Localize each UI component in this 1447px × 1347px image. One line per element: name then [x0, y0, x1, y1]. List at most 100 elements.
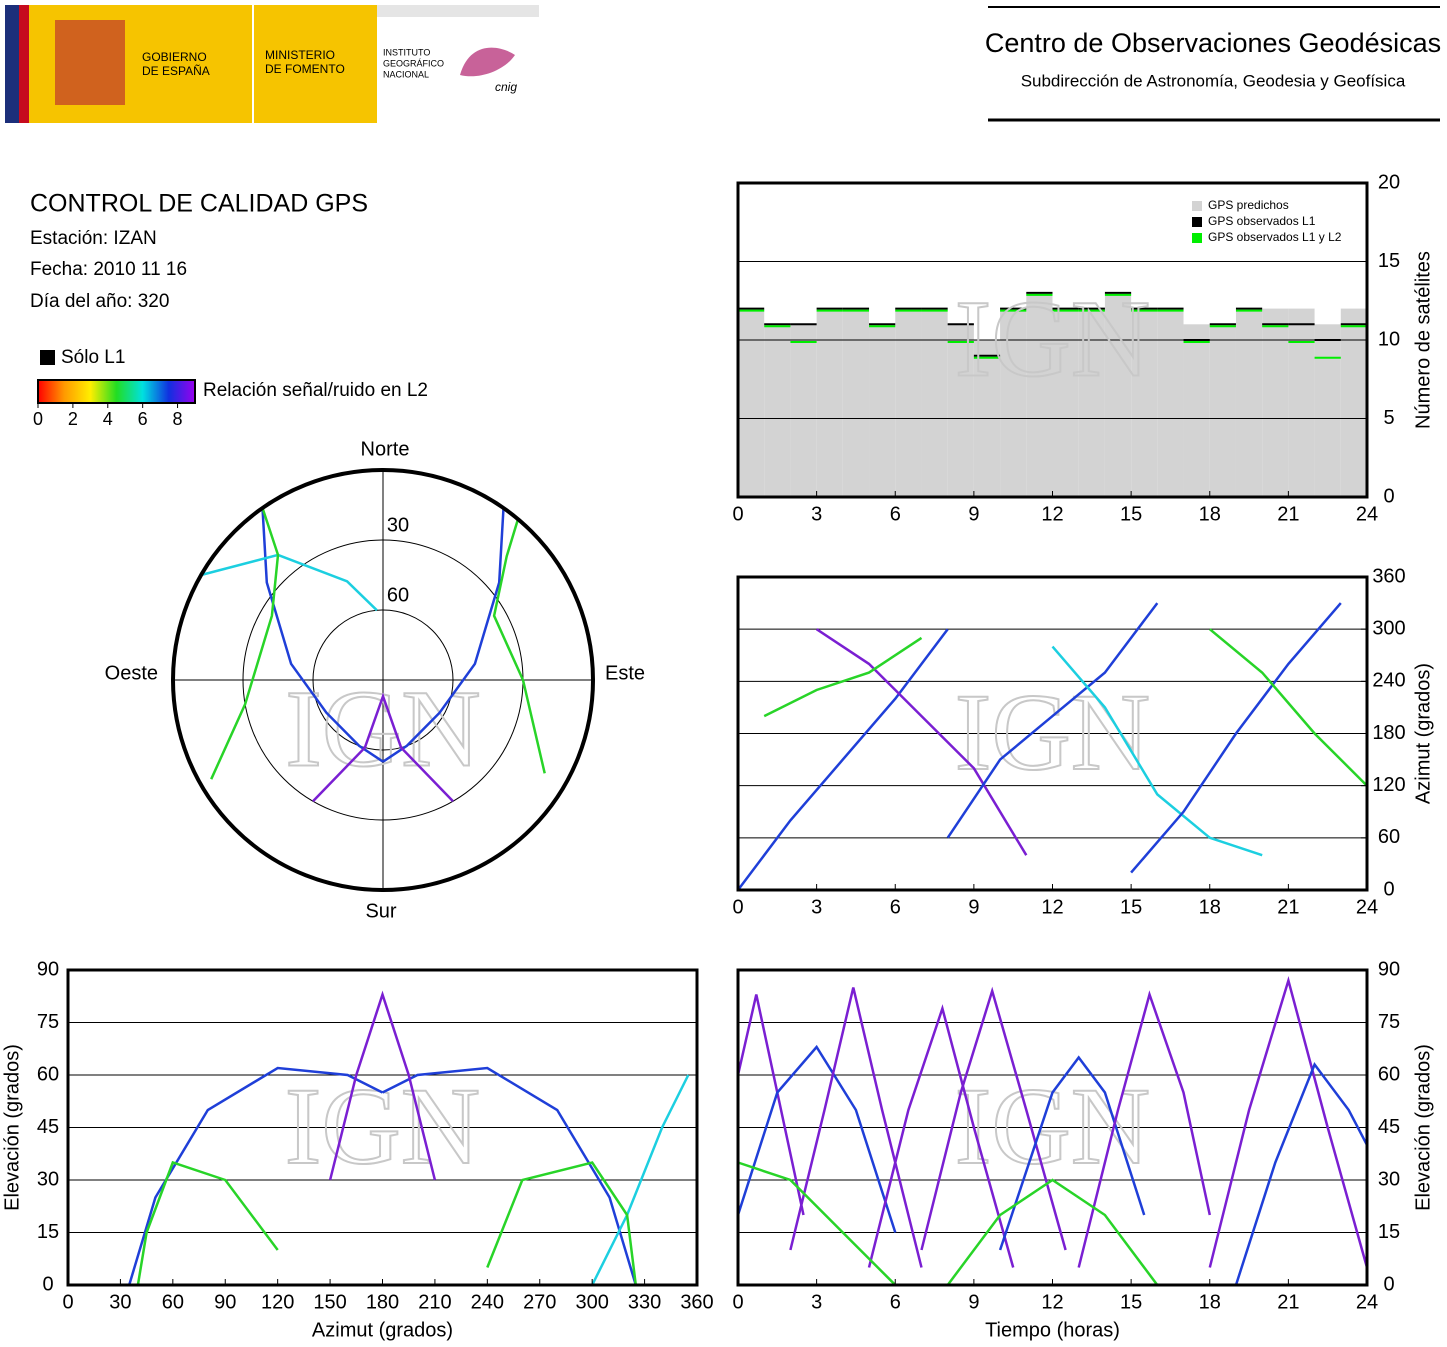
- l1-swatch: [40, 350, 55, 365]
- legend-swatch: [1192, 201, 1202, 211]
- x-tick-label: 6: [890, 896, 901, 918]
- predicted-bar: [790, 324, 817, 497]
- flag-blue: [5, 5, 19, 123]
- x-tick-label: 120: [261, 1291, 294, 1313]
- y-tick-label: 10: [1378, 328, 1400, 350]
- track: [1208, 975, 1369, 1268]
- track: [736, 1044, 897, 1233]
- x-tick-label: 24: [1356, 1291, 1378, 1313]
- track: [136, 1160, 279, 1286]
- x-tick-label: 3: [811, 896, 822, 918]
- y-tick-label: 0: [42, 1273, 53, 1295]
- x-tick-label: 210: [418, 1291, 451, 1313]
- legend-label: GPS observados L1 y L2: [1208, 230, 1342, 244]
- x-tick-label: 21: [1277, 1291, 1299, 1313]
- y-tick-label: 20: [1378, 171, 1400, 193]
- track: [486, 1161, 638, 1286]
- x-tick-label: 30: [109, 1291, 131, 1313]
- watermark: IGN: [285, 1065, 481, 1187]
- track: [1077, 990, 1212, 1268]
- predicted-bar: [1235, 308, 1263, 497]
- ring-label: 30: [387, 514, 409, 536]
- track: [328, 990, 437, 1181]
- track: [591, 1074, 690, 1286]
- y-axis-label: Elevación (grados): [1, 1044, 23, 1211]
- polar-frame: [171, 468, 595, 892]
- y-axis-label: Número de satélites: [1412, 251, 1434, 429]
- y-tick-label: 30: [1378, 1168, 1400, 1190]
- colorbar-label: Relación señal/ruido en L2: [203, 380, 428, 401]
- predicted-bar: [764, 324, 791, 497]
- y-tick-label: 5: [1383, 407, 1394, 429]
- predicted-bar: [869, 324, 896, 497]
- x-tick-label: 12: [1041, 1291, 1063, 1313]
- institute-text: INSTITUTO: [383, 47, 430, 57]
- track: [1130, 602, 1342, 874]
- x-tick-label: 12: [1041, 503, 1063, 525]
- y-tick-label: 30: [37, 1168, 59, 1190]
- x-tick-label: 15: [1120, 1291, 1142, 1313]
- colorbar-tick-label: 2: [68, 409, 78, 429]
- y-tick-label: 300: [1372, 617, 1405, 639]
- day-of-year: Día del año: 320: [30, 291, 169, 312]
- x-tick-label: 0: [732, 1291, 743, 1313]
- gov-text: GOBIERNO: [142, 50, 207, 64]
- x-tick-label: 360: [680, 1291, 713, 1313]
- predicted-bar: [947, 324, 974, 497]
- x-tick-label: 9: [968, 503, 979, 525]
- predicted-bar: [895, 308, 922, 497]
- report-title: CONTROL DE CALIDAD GPS: [30, 190, 368, 218]
- predicted-bar: [1340, 308, 1367, 497]
- y-axis-label: Elevación (grados): [1412, 1044, 1434, 1211]
- track: [737, 628, 949, 891]
- y-tick-label: 360: [1372, 565, 1405, 587]
- y-tick-label: 60: [1378, 826, 1400, 848]
- track: [736, 994, 805, 1216]
- direction-label: Este: [605, 662, 645, 684]
- y-tick-label: 15: [37, 1221, 59, 1243]
- x-tick-label: 21: [1277, 896, 1299, 918]
- predicted-bar: [921, 308, 948, 497]
- predicted-bar: [1104, 292, 1132, 497]
- x-tick-label: 6: [890, 503, 901, 525]
- legend-swatch: [1192, 217, 1202, 227]
- track: [1209, 628, 1368, 787]
- x-tick-label: 0: [62, 1291, 73, 1313]
- predicted-bar: [738, 308, 765, 497]
- l1-label: Sólo L1: [61, 347, 125, 368]
- x-tick-label: 15: [1120, 503, 1142, 525]
- center-title: Centro de Observaciones Geodésicas: [985, 28, 1441, 58]
- predicted-bar: [1314, 324, 1341, 497]
- ring-label: 60: [387, 584, 409, 606]
- ministry-text: MINISTERIO: [265, 48, 335, 62]
- x-tick-label: 18: [1199, 503, 1221, 525]
- x-tick-label: 24: [1356, 896, 1378, 918]
- x-tick-label: 0: [732, 503, 743, 525]
- direction-label: Norte: [361, 438, 410, 460]
- track: [200, 553, 378, 612]
- predicted-bar: [1157, 308, 1184, 497]
- x-tick-label: 18: [1199, 896, 1221, 918]
- gov-text: DE ESPAÑA: [142, 64, 210, 78]
- y-tick-label: 0: [1383, 1273, 1394, 1295]
- legend-label: GPS predichos: [1208, 198, 1289, 212]
- y-tick-label: 15: [1378, 1221, 1400, 1243]
- x-tick-label: 240: [471, 1291, 504, 1313]
- y-tick-label: 0: [1383, 485, 1394, 507]
- x-tick-label: 300: [575, 1291, 608, 1313]
- x-tick-label: 24: [1356, 503, 1378, 525]
- x-tick-label: 18: [1199, 1291, 1221, 1313]
- ministry-text: DE FOMENTO: [265, 62, 345, 76]
- track: [492, 518, 546, 774]
- y-tick-label: 15: [1378, 250, 1400, 272]
- x-tick-label: 15: [1120, 896, 1142, 918]
- track: [998, 1055, 1146, 1251]
- x-axis-label: Azimut (grados): [312, 1319, 453, 1341]
- y-tick-label: 90: [1378, 958, 1400, 980]
- x-tick-label: 9: [968, 896, 979, 918]
- legend-label: GPS observados L1: [1208, 214, 1316, 228]
- colorbar: [37, 379, 196, 404]
- predicted-bar: [1288, 308, 1315, 497]
- x-tick-label: 150: [313, 1291, 346, 1313]
- x-tick-label: 21: [1277, 503, 1299, 525]
